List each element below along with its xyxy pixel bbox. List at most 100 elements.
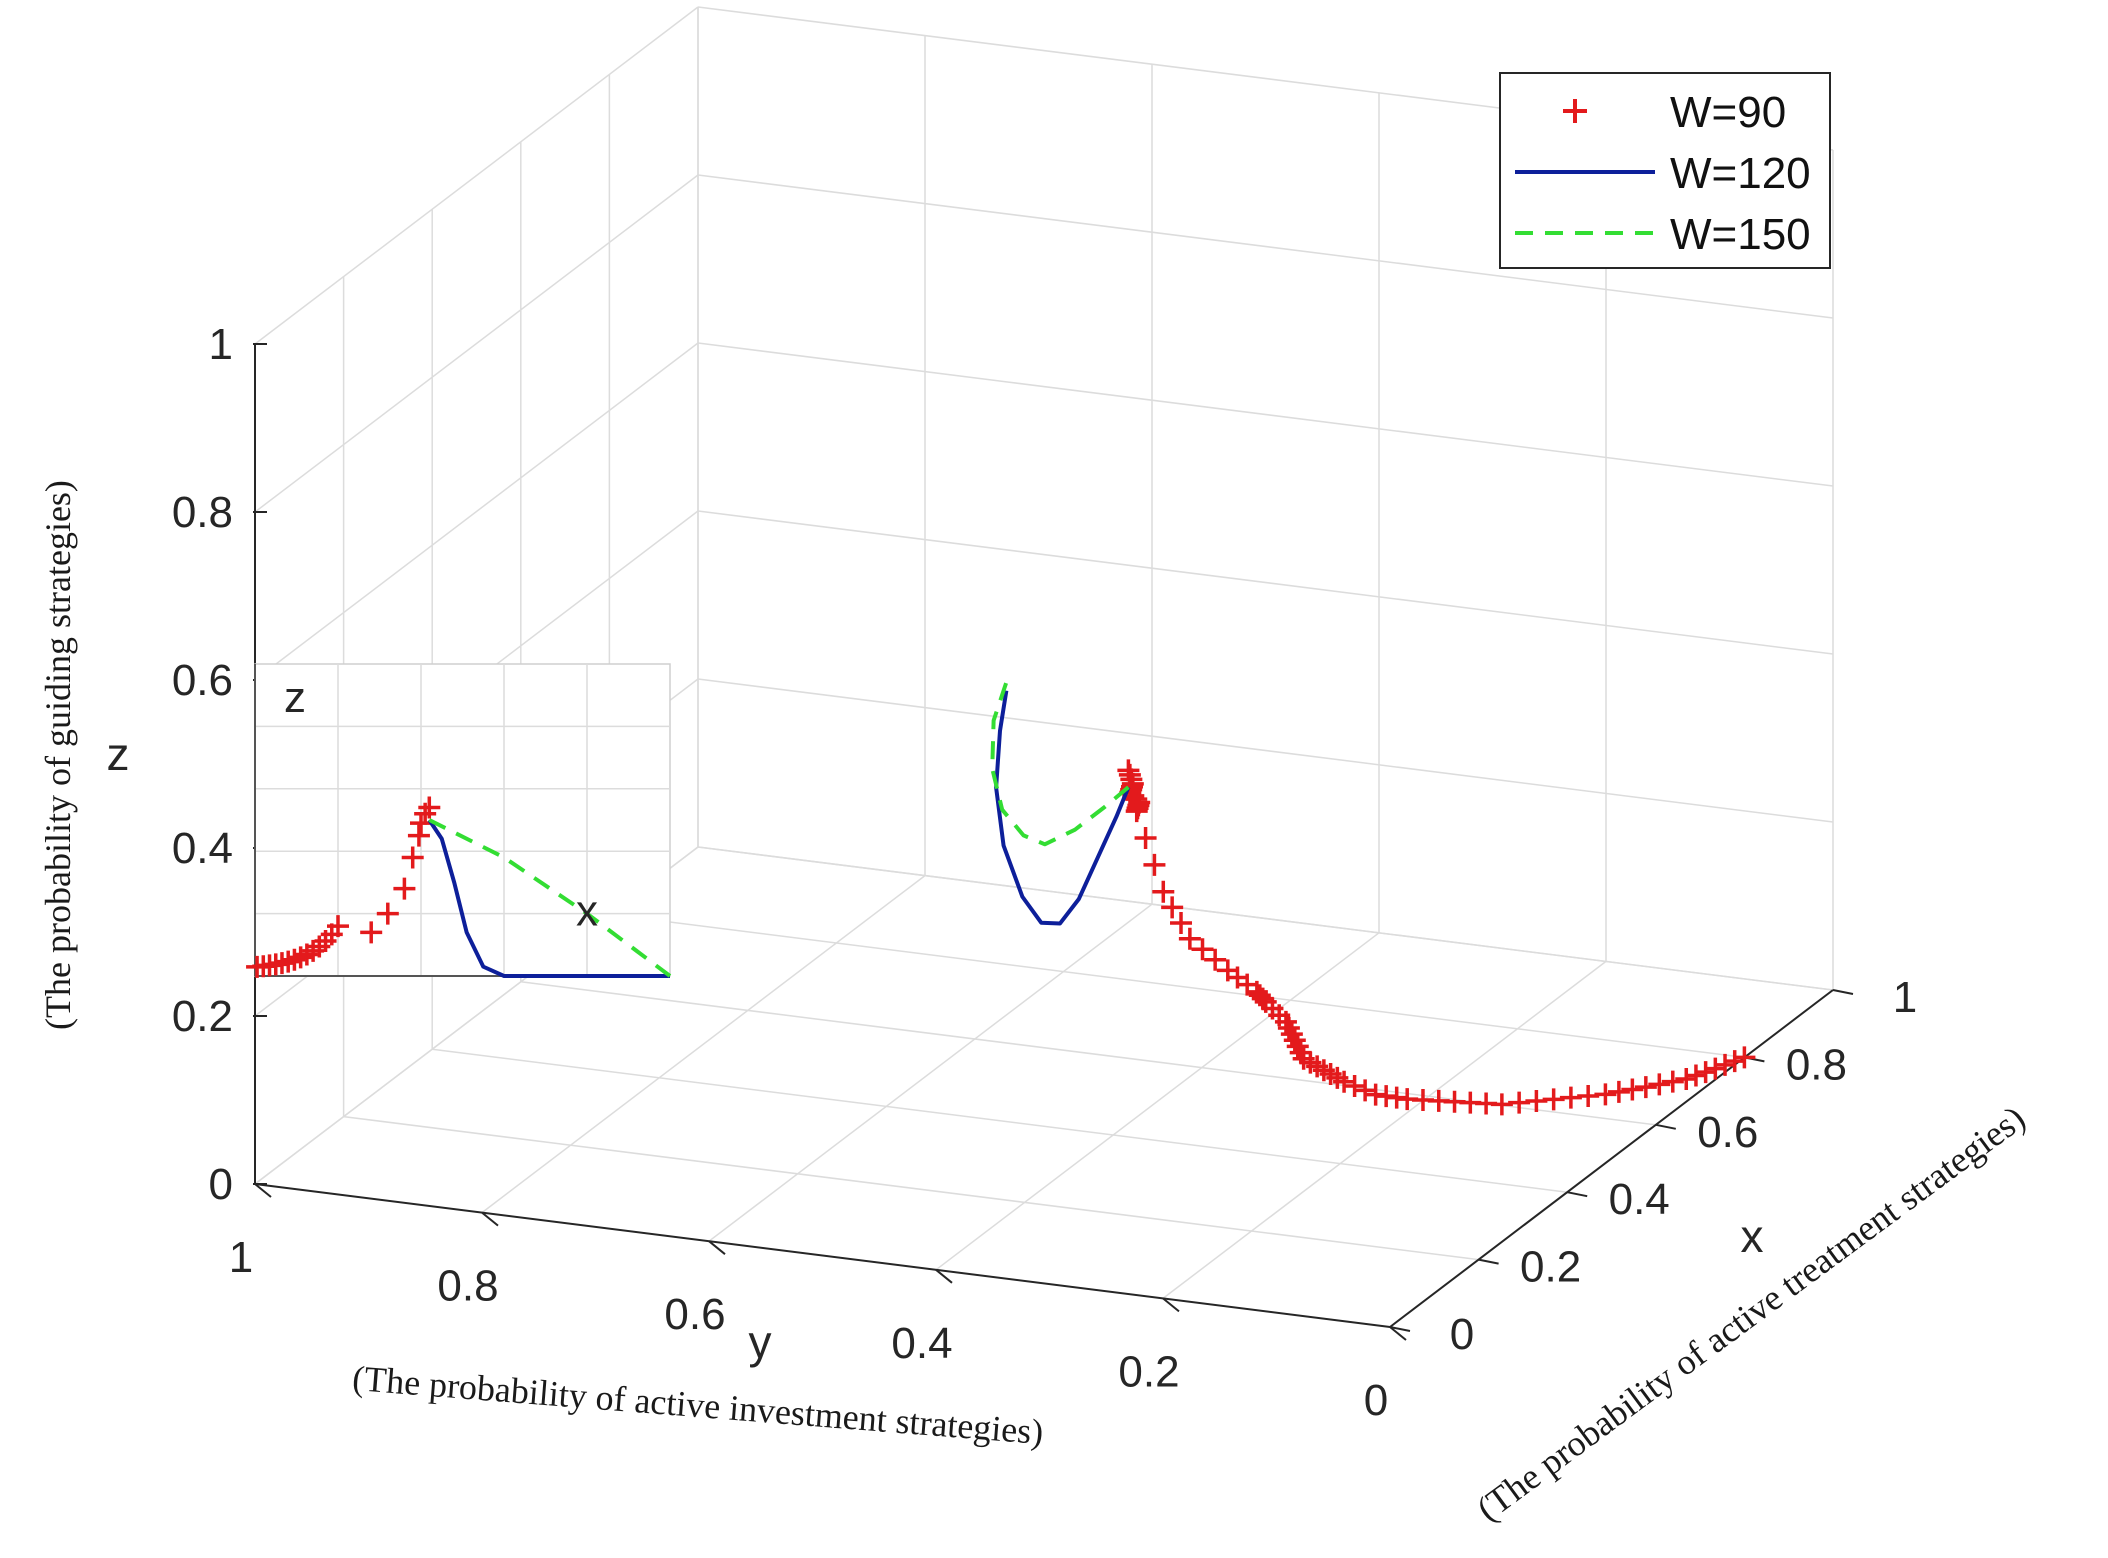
y-tick [1162,1297,1180,1313]
inset-plus-marker [401,846,424,869]
y-tick-label: 0.8 [437,1262,498,1311]
side-wall-gridline [254,342,699,681]
x-tick-label: 1 [1893,973,1917,1022]
series-w150-line [990,681,1130,847]
floor-gridline [481,875,926,1214]
series-w120-line [994,690,1131,926]
inset-w120-line [427,818,670,978]
w90-plus-marker [1204,948,1227,971]
w90-plus-marker [1714,1053,1737,1076]
floor-gridline [432,1048,1568,1193]
inset-w90-markers [246,796,441,978]
x-tick [1567,1191,1588,1198]
w90-plus-marker [1191,938,1214,961]
z-tick-label: 0.6 [172,656,233,705]
back-wall-gridline [697,342,1834,487]
x-tick [1478,1258,1499,1265]
z-axis-title: z [107,728,130,780]
inset-z-label: z [284,673,306,722]
back-wall-gridline [697,174,1834,319]
w90-plus-marker [1733,1046,1756,1069]
side-wall-gridline [254,174,699,513]
z-tick-label: 0.8 [172,488,233,537]
x-tick-label: 0.6 [1697,1108,1758,1157]
x-tick-label: 0 [1450,1310,1474,1359]
w90-plus-marker [1125,800,1148,823]
inset-plus-marker [327,915,349,938]
y-axis-description: (The probability of active investment st… [351,1358,1045,1452]
y-tick-label: 0.4 [891,1319,952,1368]
y-tick [935,1269,953,1284]
side-wall-gridline [254,6,699,345]
z-axis-description: (The probability of guiding strategies) [38,480,78,1030]
z-tick-label: 1 [209,320,233,369]
w90-plus-marker [1251,987,1274,1010]
w90-plus-marker [1661,1070,1684,1093]
floor-gridline [343,1115,1479,1261]
w90-plus-marker [1704,1057,1727,1080]
series-w90-markers [1117,759,1756,1116]
x-tick [1389,1326,1411,1332]
x-tick-label: 0.4 [1609,1175,1670,1224]
inset-plus-marker [418,796,441,819]
series-layer [990,681,1756,1116]
y-tick [254,1183,272,1198]
z-tick-label: 0.4 [172,824,233,873]
floor-gridline [609,913,1745,1059]
floor-gridline [708,903,1153,1242]
y-tick-label: 1 [229,1233,253,1282]
w90-plus-marker [1152,880,1175,903]
w90-plus-marker [1684,1064,1707,1087]
w90-plus-marker [1594,1083,1617,1106]
back-wall-gridline [697,846,1834,991]
y-axis-title: y [749,1316,772,1368]
w90-plus-marker [1134,827,1157,850]
inset-plus-marker [376,902,399,925]
w90-plus-marker [1143,853,1166,876]
w90-plus-marker [1607,1080,1630,1103]
x-axis-description: (The probability of active treatment str… [1469,1098,2032,1529]
w90-plus-marker [1354,1079,1377,1102]
y-tick [481,1211,499,1227]
x-axis-line [1389,989,1834,1328]
w90-plus-marker [1634,1076,1657,1099]
w90-plus-marker [1343,1075,1366,1098]
x-axis-title: x [1741,1210,1764,1262]
legend-entry-label: W=120 [1670,149,1811,198]
w90-plus-marker [1675,1067,1698,1090]
legend-w90-symbol [1563,99,1587,123]
floor-gridline [935,932,1380,1271]
x-tick-label: 0.8 [1786,1040,1847,1089]
y-tick [708,1240,726,1255]
legend: W=90 W=120 W=150 [1499,72,1831,269]
inset-plus-marker [410,812,432,835]
inset-plus-marker [360,921,383,944]
w90-plus-marker [1161,896,1184,919]
inset-plus-marker [393,877,416,900]
y-tick-label: 0.2 [1118,1347,1179,1396]
legend-entry-label: W=90 [1670,88,1786,137]
y-tick-label: 0.6 [664,1290,725,1339]
w90-plus-marker [1694,1061,1717,1084]
floor-gridline [1162,960,1607,1299]
inset-background [254,663,671,977]
z-tick-label: 0 [209,1160,233,1209]
y-tick-label: 0 [1364,1376,1388,1425]
z-tick-label: 0.2 [172,992,233,1041]
legend-entry-label: W=150 [1670,210,1811,259]
inset-w150-line [428,818,672,978]
w90-plus-marker [1621,1078,1644,1101]
w90-plus-marker [1178,927,1201,950]
x-tick [1655,1123,1676,1130]
x-tick-label: 0.2 [1520,1243,1581,1292]
back-wall-gridline [697,510,1834,655]
y-tick [1389,1326,1407,1341]
x-tick [1832,989,1854,995]
w90-plus-marker [1723,1050,1746,1073]
w90-plus-marker [1648,1073,1671,1096]
inset-plus-marker [407,824,430,847]
back-wall-gridline [697,678,1834,823]
inset-marker-label: x [576,887,598,936]
y-axis-line [254,1183,1391,1328]
